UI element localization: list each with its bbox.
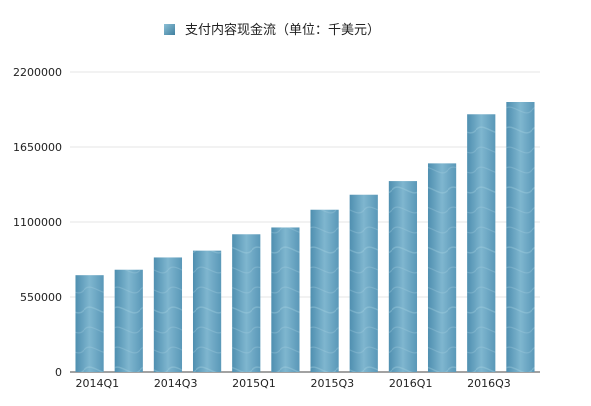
bar-2016Q3 (467, 114, 496, 372)
y-axis: 0 550000 1100000 1650000 2200000 (13, 66, 62, 379)
gridlines (70, 71, 540, 373)
bar-texture (153, 257, 183, 372)
y-tick-label: 1650000 (13, 141, 62, 154)
legend: 支付内容现金流（单位：千美元） (164, 22, 380, 38)
bars (75, 102, 535, 372)
x-tick-label: 2015Q1 (232, 377, 276, 390)
bar-texture (192, 250, 222, 372)
bar-texture (271, 227, 300, 372)
x-tick-label: 2015Q3 (310, 377, 354, 390)
bar-texture (310, 209, 339, 372)
x-tick-label: 2014Q1 (75, 377, 119, 390)
y-tick-label: 550000 (20, 291, 62, 304)
bar-2016Q1 (388, 181, 418, 372)
y-tick-label: 2200000 (13, 66, 62, 79)
bar-texture (467, 114, 496, 372)
bar-2014Q2 (114, 269, 143, 372)
legend-label: 支付内容现金流（单位：千美元） (185, 22, 380, 38)
bar-texture (427, 163, 457, 372)
x-axis: 2014Q1 2014Q3 2015Q1 2015Q3 2016Q1 2016Q3 (75, 377, 510, 390)
bar-texture (232, 234, 261, 372)
bar-texture (75, 275, 104, 372)
bar-2016Q2 (427, 163, 457, 372)
bar-2015Q1 (232, 234, 261, 372)
x-tick-label: 2016Q3 (467, 377, 511, 390)
x-tick-label: 2014Q3 (154, 377, 198, 390)
y-tick-label: 1100000 (13, 216, 62, 229)
legend-swatch (164, 24, 175, 35)
bar-2015Q2 (271, 227, 300, 372)
bar-2015Q4 (349, 194, 378, 372)
bar-2014Q3 (153, 257, 183, 372)
bar-2015Q3 (310, 209, 339, 372)
bar-texture (349, 194, 378, 372)
x-tick-label: 2016Q1 (389, 377, 433, 390)
bar-2014Q1 (75, 275, 104, 372)
bar-texture (114, 269, 143, 372)
bar-2014Q4 (192, 250, 222, 372)
bar-2016Q4 (506, 102, 535, 372)
y-tick-label: 0 (55, 366, 62, 379)
bar-texture (388, 181, 418, 372)
bar-texture (506, 102, 535, 372)
